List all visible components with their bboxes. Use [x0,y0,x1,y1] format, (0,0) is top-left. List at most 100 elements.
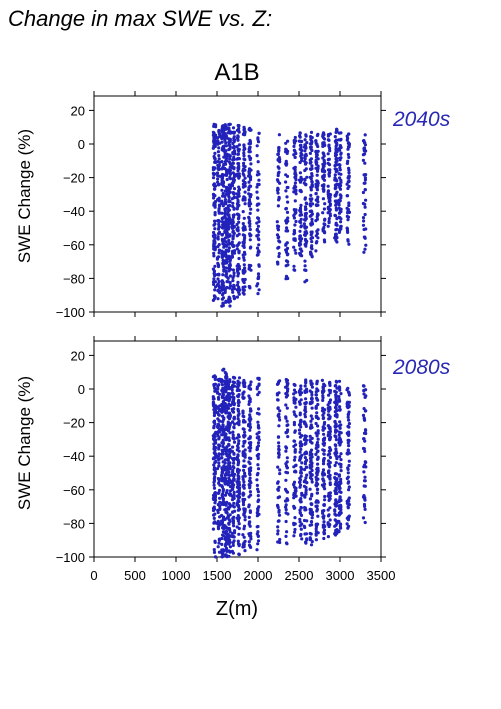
data-point [310,148,314,153]
data-point [276,165,280,169]
data-point [213,295,217,299]
data-point [248,534,252,538]
data-point [248,211,252,215]
data-point [286,263,290,267]
data-point [232,294,236,298]
data-point [217,488,222,492]
data-point [339,392,343,396]
data-point [304,146,308,150]
data-point [362,470,366,474]
data-point [212,413,216,418]
data-point [221,191,225,196]
data-point [339,452,343,456]
data-point [315,491,319,495]
data-point [278,181,282,185]
data-point [216,261,220,265]
data-point [226,206,230,211]
data-point [224,201,228,205]
data-point [361,516,366,520]
data-point [292,268,296,272]
data-point [255,454,259,458]
data-point [309,451,313,455]
data-point [236,442,241,446]
data-point [308,214,312,218]
data-point [310,184,314,188]
data-point [322,183,326,187]
data-point [316,132,320,136]
data-point [298,422,302,426]
data-point [223,220,227,224]
data-point [231,445,235,449]
data-point [285,471,290,475]
data-point [231,383,235,387]
data-point [326,514,331,518]
data-point [232,490,236,494]
data-point [322,159,326,163]
data-point [316,522,320,526]
data-point [310,417,314,421]
data-point [292,423,296,427]
data-point [310,390,314,394]
data-point [321,416,325,421]
data-point [235,172,239,176]
data-point [231,534,235,539]
data-point [224,387,228,391]
data-point [345,134,349,138]
data-point [278,240,282,244]
data-point [227,470,231,474]
data-point [242,256,246,260]
data-point [292,214,296,218]
data-point [242,486,246,490]
data-point [235,212,240,216]
data-point [236,409,241,413]
period-label-2080s: 2080s [392,356,451,379]
data-point [299,203,303,207]
data-point [346,424,350,428]
data-point [255,478,259,482]
data-point [304,508,308,512]
data-point [217,154,221,158]
data-point [221,180,225,184]
data-point [211,267,215,271]
y-tick-label: −20 [63,171,85,186]
data-point [223,260,228,264]
data-point [347,179,351,183]
data-point [213,187,217,191]
data-point [299,190,303,194]
data-point [214,123,218,127]
data-point [338,138,343,142]
data-point [235,525,239,529]
data-point [232,144,236,149]
data-point [217,196,221,200]
data-point [337,519,341,524]
data-point [347,444,351,448]
data-point [316,168,320,172]
data-point [257,412,261,416]
data-point [228,144,232,148]
data-point [339,423,343,427]
data-point [308,487,312,491]
data-point [242,459,246,463]
data-point [335,156,339,161]
data-point [223,436,227,440]
data-point [216,255,221,259]
data-point [334,472,338,476]
data-point [328,381,332,386]
data-point [248,524,252,528]
data-point [216,277,220,281]
data-point [230,388,234,392]
data-point [328,149,332,153]
data-point [221,238,225,242]
data-point [227,413,232,417]
data-point [243,176,247,180]
data-point [339,224,343,229]
data-point [242,157,246,161]
data-point [221,386,225,390]
data-point [217,407,221,411]
data-point [230,224,234,229]
data-point [303,437,307,441]
data-point [223,207,227,211]
data-point [303,532,307,536]
data-point [231,433,235,437]
data-point [276,158,280,162]
